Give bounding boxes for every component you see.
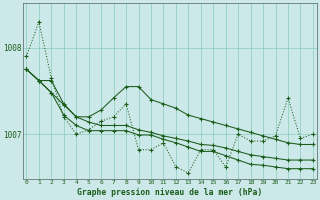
X-axis label: Graphe pression niveau de la mer (hPa): Graphe pression niveau de la mer (hPa) <box>77 188 262 197</box>
